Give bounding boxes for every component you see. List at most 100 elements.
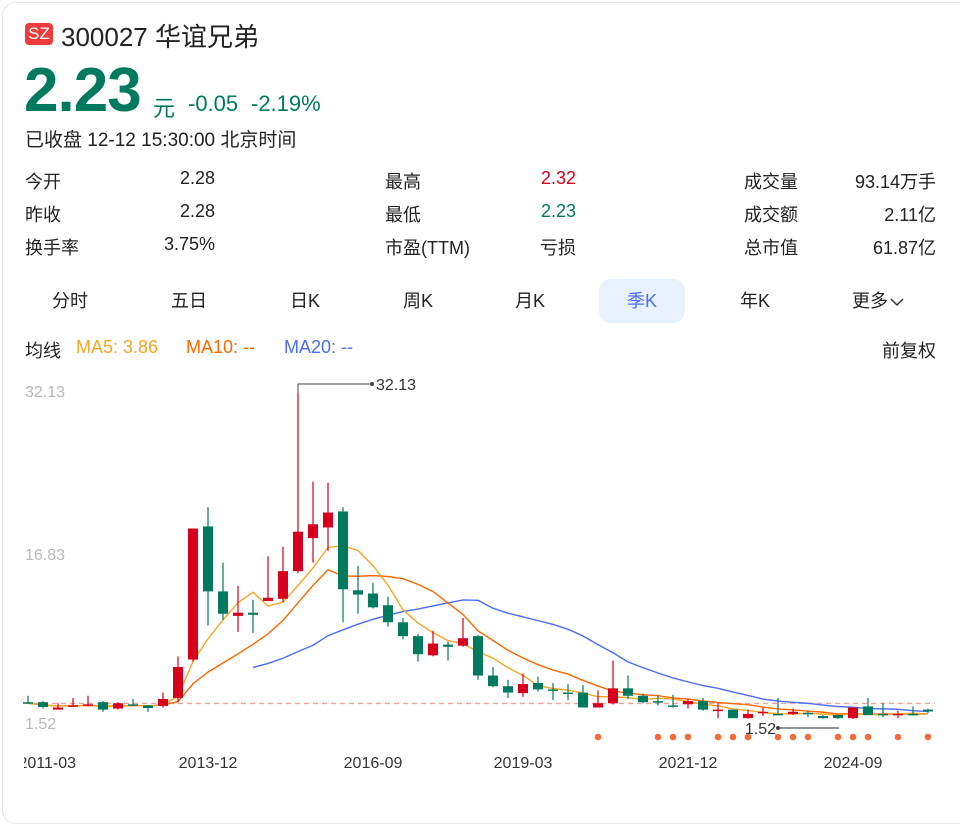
candle-body xyxy=(833,714,843,719)
tab-label: 年K xyxy=(739,291,770,311)
tab-2[interactable]: 日K xyxy=(262,279,348,323)
candle-body xyxy=(863,706,873,715)
event-marker-dot xyxy=(729,733,737,741)
y-tick-label: 32.13 xyxy=(25,384,66,401)
x-tick-label: 2019-03 xyxy=(493,755,553,772)
candle-body xyxy=(893,713,903,716)
event-marker-dot xyxy=(849,733,857,741)
event-marker-dot xyxy=(654,733,662,741)
tab-5[interactable]: 季K xyxy=(599,279,685,323)
candle-body xyxy=(908,713,918,716)
event-marker-dot xyxy=(774,733,782,741)
x-tick-label: 2016-09 xyxy=(343,755,403,772)
exchange-badge: SZ xyxy=(25,23,53,45)
tab-1[interactable]: 五日 xyxy=(146,279,232,323)
candle-body xyxy=(683,701,693,705)
stat-label: 今开 xyxy=(25,172,61,192)
event-marker-dot xyxy=(864,733,872,741)
stat-label: 昨收 xyxy=(25,205,61,225)
candle-body xyxy=(698,701,708,710)
stat-value: 2.32 xyxy=(540,168,576,188)
candle-body xyxy=(773,713,783,716)
stat-value: 亏损 xyxy=(540,238,576,258)
stat-value: 93.14万手 xyxy=(854,172,936,192)
candle-body xyxy=(758,711,768,714)
candle-body xyxy=(428,643,438,656)
tab-label: 日K xyxy=(289,291,320,311)
candle-body xyxy=(233,612,243,616)
candle-body xyxy=(98,702,108,710)
stat-label: 成交额 xyxy=(744,205,798,225)
max-annotation-dot xyxy=(370,382,374,386)
tab-6[interactable]: 年K xyxy=(712,279,798,323)
candle-body xyxy=(308,524,318,539)
stat-label: 成交量 xyxy=(744,172,798,192)
candle-body xyxy=(818,716,828,719)
candle-body xyxy=(368,593,378,608)
candle-body xyxy=(518,684,528,694)
price-change: -0.05 xyxy=(188,91,239,116)
stat-value: 3.75% xyxy=(163,234,215,254)
candle-body xyxy=(743,713,753,719)
event-marker-dot xyxy=(744,733,752,741)
stock-title: 300027 华谊兄弟 xyxy=(61,22,259,52)
price-unit: 元 xyxy=(153,96,176,121)
candle-body xyxy=(503,686,513,693)
candle-body xyxy=(878,713,888,716)
x-tick-label: 2011-03 xyxy=(24,755,76,772)
stat-value: 2.28 xyxy=(179,201,215,221)
x-tick-label: 2021-12 xyxy=(658,755,718,772)
candle-body xyxy=(398,622,408,637)
candle-body xyxy=(218,591,228,614)
y-tick-label: 1.52 xyxy=(25,716,57,733)
price-change-pct: -2.19% xyxy=(251,91,321,116)
candle-body xyxy=(923,709,933,712)
event-marker-dot xyxy=(669,733,677,741)
candle-body xyxy=(263,597,273,601)
candle-body xyxy=(83,704,93,706)
event-marker-dot xyxy=(684,733,692,741)
candle-body xyxy=(143,705,153,709)
event-marker-dot xyxy=(714,733,722,741)
tab-label: 五日 xyxy=(171,291,207,311)
min-annotation-dot xyxy=(776,726,780,730)
candle-body xyxy=(203,526,213,592)
stat-value: 2.11亿 xyxy=(884,205,936,225)
candle-body xyxy=(128,704,138,706)
candle-body xyxy=(173,667,183,698)
tab-7[interactable]: 更多 xyxy=(835,279,921,323)
ma-legend-title: 均线 xyxy=(25,341,61,361)
candle-body xyxy=(248,612,258,615)
candle-body xyxy=(323,512,333,528)
candle-body xyxy=(638,695,648,703)
stat-label: 换手率 xyxy=(25,238,79,258)
stat-label: 最低 xyxy=(385,205,421,225)
candlestick-chart[interactable]: 32.13 1.52 xyxy=(0,0,960,786)
ma10-legend: MA10: -- xyxy=(186,337,256,357)
candle-body xyxy=(608,688,618,704)
candle-body xyxy=(578,692,588,708)
candle-body xyxy=(533,682,543,690)
tab-label: 季K xyxy=(626,291,657,311)
tab-3[interactable]: 周K xyxy=(375,279,461,323)
stat-value: 2.28 xyxy=(179,168,215,188)
y-tick-label: 16.83 xyxy=(25,547,66,564)
event-marker-dot xyxy=(894,733,902,741)
tab-0[interactable]: 分时 xyxy=(27,279,113,323)
event-marker-dot xyxy=(924,733,932,741)
x-tick-label: 2024-09 xyxy=(823,755,883,772)
candle-body xyxy=(728,709,738,719)
stat-value: 61.87亿 xyxy=(872,238,936,258)
max-annotation-label: 32.13 xyxy=(376,377,416,394)
ma20-line xyxy=(252,599,929,713)
stat-label: 最高 xyxy=(385,172,421,192)
tab-label: 月K xyxy=(514,291,545,311)
max-annotation-line xyxy=(297,383,372,393)
candle-body xyxy=(488,675,498,687)
candle-body xyxy=(158,698,168,706)
tab-label: 分时 xyxy=(52,291,88,311)
event-marker-dot xyxy=(804,733,812,741)
x-tick-label: 2013-12 xyxy=(178,755,238,772)
adjust-mode-button[interactable]: 前复权 xyxy=(882,341,936,361)
tab-4[interactable]: 月K xyxy=(487,279,573,323)
